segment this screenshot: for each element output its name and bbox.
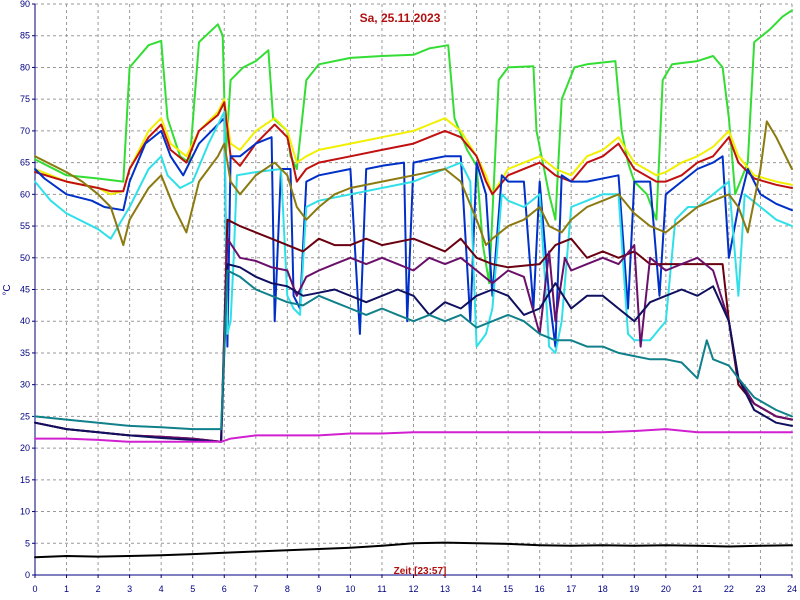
y-tick-label: 75	[20, 94, 30, 104]
x-tick-label: 0	[32, 584, 37, 594]
x-tick-label: 14	[472, 584, 482, 594]
x-tick-label: 15	[503, 584, 513, 594]
y-tick-label: 65	[20, 158, 30, 168]
x-tick-label: 22	[724, 584, 734, 594]
x-tick-label: 5	[190, 584, 195, 594]
series-line-4	[34, 117, 793, 348]
y-tick-label: 15	[20, 475, 30, 485]
x-tick-label: 23	[755, 584, 765, 594]
x-tick-label: 17	[566, 584, 576, 594]
x-tick-label: 24	[787, 584, 797, 594]
x-tick-label: 20	[661, 584, 671, 594]
y-tick-label: 55	[20, 221, 30, 231]
series-line-1	[34, 9, 793, 285]
chart-title: Sa, 25.11.2023	[360, 11, 441, 25]
x-tick-label: 13	[440, 584, 450, 594]
x-tick-label: 21	[692, 584, 702, 594]
series-line-11	[34, 428, 793, 443]
y-tick-label: 40	[20, 316, 30, 326]
x-tick-label: 4	[159, 584, 164, 594]
y-tick-label: 35	[20, 348, 30, 358]
y-tick-label: 5	[25, 538, 30, 548]
x-tick-label: 2	[96, 584, 101, 594]
y-tick-label: 80	[20, 62, 30, 72]
y-tick-label: 70	[20, 126, 30, 136]
y-tick-label: 85	[20, 31, 30, 41]
y-tick-label: 20	[20, 443, 30, 453]
y-tick-label: 50	[20, 253, 30, 263]
series-line-10	[34, 269, 793, 431]
x-tick-label: 9	[316, 584, 321, 594]
x-tick-label: 8	[285, 584, 290, 594]
x-tick-label: 18	[598, 584, 608, 594]
series-line-8	[34, 237, 793, 443]
y-tick-label: 10	[20, 507, 30, 517]
y-tick-label: 45	[20, 285, 30, 295]
x-tick-label: 10	[345, 584, 355, 594]
x-tick-label: 11	[377, 584, 386, 594]
series-group	[34, 9, 793, 559]
x-tick-label: 3	[127, 584, 132, 594]
x-tick-label: 12	[408, 584, 418, 594]
x-tick-label: 16	[535, 584, 545, 594]
x-tick-label: 7	[253, 584, 258, 594]
y-axis-label: °C	[2, 284, 13, 295]
y-tick-label: 60	[20, 189, 30, 199]
x-axis-label: Zeit [23:57]	[394, 566, 447, 577]
y-tick-label: 90	[20, 0, 30, 9]
x-tick-label: 19	[629, 584, 639, 594]
series-line-12	[34, 541, 793, 559]
series-line-2	[34, 98, 793, 196]
series-line-6	[34, 120, 793, 247]
series-line-5	[34, 110, 793, 354]
series-line-3	[34, 101, 793, 196]
x-tick-label: 1	[64, 584, 69, 594]
x-tick-label: 6	[222, 584, 227, 594]
y-tick-label: 30	[20, 380, 30, 390]
y-tick-label: 25	[20, 411, 30, 421]
y-tick-label: 0	[25, 570, 30, 580]
series-line-9	[34, 263, 793, 443]
